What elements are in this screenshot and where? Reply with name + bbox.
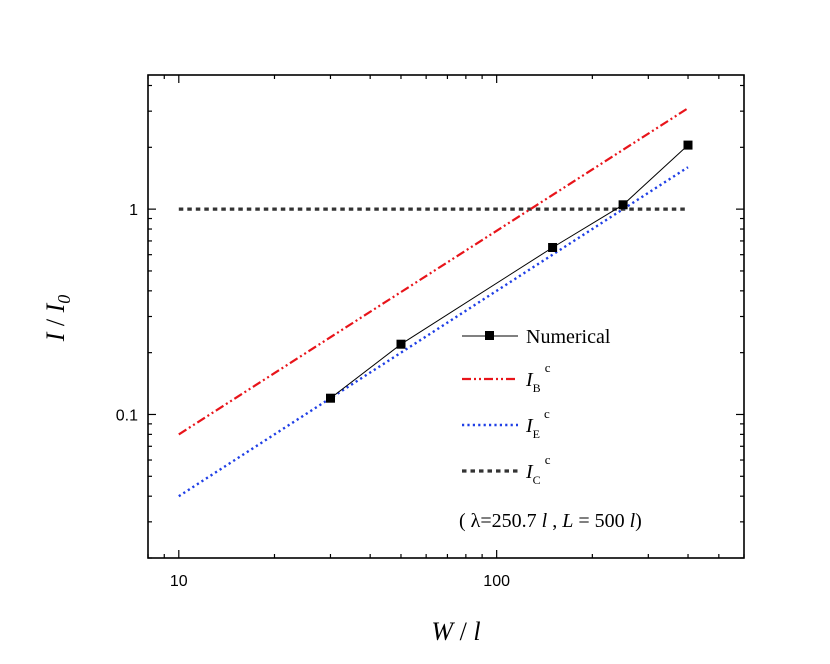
legend-label-ib: IBc	[525, 360, 551, 395]
data-point-numerical	[326, 393, 335, 403]
tick-labels: 10 100 0.1 1	[116, 202, 510, 590]
legend-label-ic: ICc	[525, 452, 551, 487]
axis-ticks	[147, 75, 745, 559]
x-tick-label: 100	[483, 573, 510, 590]
y-axis-title: I / I0	[41, 295, 74, 343]
legend-label-ie: IEc	[525, 406, 550, 441]
parameter-note: ( λ=250.7 l , L = 500 l)	[459, 510, 642, 532]
y-tick-label: 1	[129, 202, 138, 219]
legend-label-numerical: Numerical	[526, 326, 611, 348]
plot-area	[178, 107, 693, 498]
series-line-i-e-c	[178, 166, 689, 498]
data-point-numerical	[548, 243, 558, 252]
data-point-numerical	[618, 200, 628, 210]
legend: Numerical IBc IEc ICc	[462, 326, 611, 487]
y-tick-label: 0.1	[116, 407, 138, 424]
series-line-numerical	[330, 144, 689, 399]
legend-marker-numerical	[485, 331, 494, 340]
x-axis-title: W / l	[431, 617, 480, 646]
data-point-numerical	[396, 339, 406, 349]
x-tick-label: 10	[170, 573, 188, 590]
data-point-numerical	[683, 140, 693, 150]
plot-frame	[147, 74, 745, 559]
series-line-i-b-c	[178, 107, 689, 436]
